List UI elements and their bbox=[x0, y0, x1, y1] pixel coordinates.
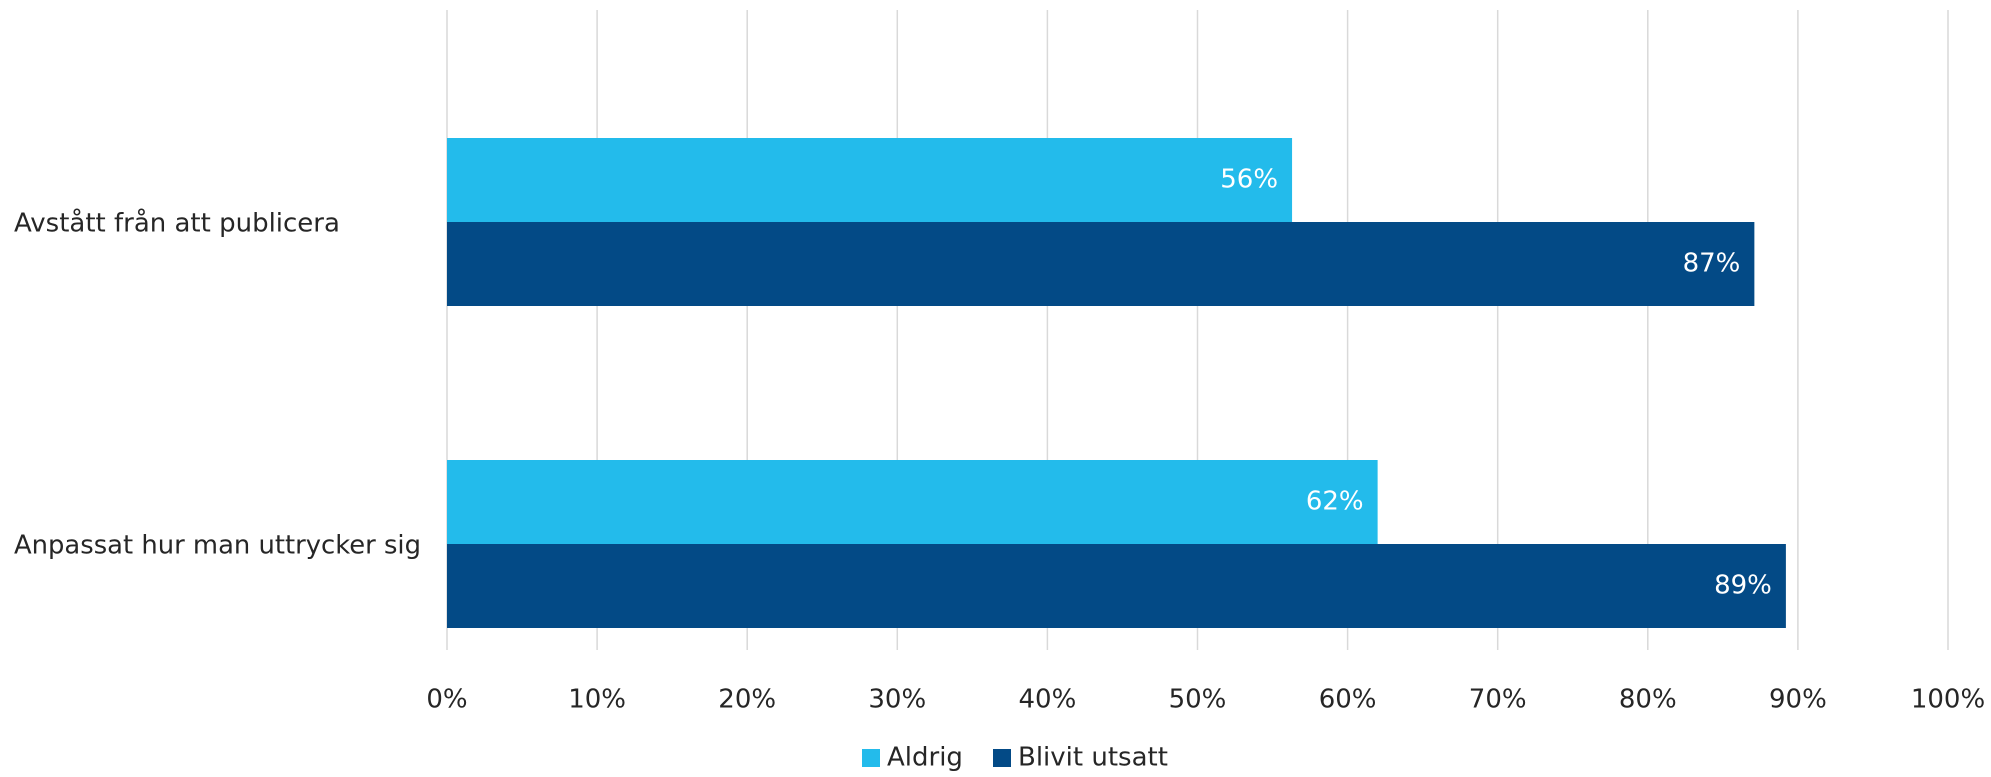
data-label: 87% bbox=[1683, 249, 1741, 279]
legend-swatch bbox=[862, 749, 880, 767]
data-labels: 56% 87% 62% 89% bbox=[1220, 165, 1772, 601]
bar bbox=[447, 460, 1378, 544]
bar bbox=[447, 222, 1755, 306]
grid bbox=[446, 10, 1949, 650]
data-label: 62% bbox=[1306, 487, 1364, 517]
category-axis: Avstått från att publicera Anpassat hur m… bbox=[14, 208, 421, 561]
value-axis: 0% 10% 20% 30% 40% 50% 60% 70% 80% 90% 100% bbox=[426, 685, 1985, 715]
x-tick-label: 50% bbox=[1169, 685, 1227, 715]
category-label: Avstått från att publicera bbox=[14, 208, 340, 239]
data-label: 89% bbox=[1714, 571, 1772, 601]
category-label: Anpassat hur man uttrycker sig bbox=[14, 531, 421, 561]
x-tick-label: 40% bbox=[1019, 685, 1077, 715]
x-tick-label: 90% bbox=[1769, 685, 1827, 715]
x-tick-label: 0% bbox=[426, 685, 467, 715]
x-tick-label: 60% bbox=[1319, 685, 1377, 715]
legend-label: Blivit utsatt bbox=[1018, 743, 1168, 773]
bars bbox=[447, 138, 1786, 628]
legend: Aldrig Blivit utsatt bbox=[862, 743, 1168, 773]
x-tick-label: 10% bbox=[568, 685, 626, 715]
x-tick-label: 70% bbox=[1469, 685, 1527, 715]
x-tick-label: 80% bbox=[1619, 685, 1677, 715]
bar bbox=[447, 138, 1293, 222]
legend-label: Aldrig bbox=[887, 743, 963, 773]
legend-swatch bbox=[993, 749, 1011, 767]
x-tick-label: 30% bbox=[868, 685, 926, 715]
data-label: 56% bbox=[1220, 165, 1278, 195]
bar bbox=[447, 544, 1786, 628]
x-tick-label: 20% bbox=[718, 685, 776, 715]
x-tick-label: 100% bbox=[1911, 685, 1985, 715]
